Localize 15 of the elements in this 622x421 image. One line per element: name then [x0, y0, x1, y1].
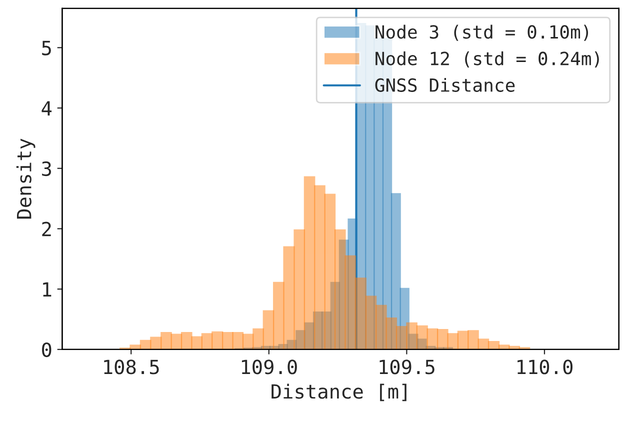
legend-label: Node 3 (std = 0.10m) [376, 24, 588, 41]
ref-line-label: GNSS Distance [375, 78, 515, 92]
y-tick-label: 4 [42, 101, 52, 116]
x-axis-title: Distance [m] [272, 384, 406, 402]
y-axis-title: Density [16, 138, 36, 219]
y-tick-label: 2 [42, 222, 51, 236]
x-tick-label: 108.5 [104, 360, 159, 374]
y-tick-label: 5 [42, 40, 51, 56]
y-tick-label: 1 [43, 282, 52, 297]
y-tick-label: 0 [42, 342, 52, 358]
x-tick-label: 109.5 [380, 360, 434, 374]
y-tick-label: 3 [42, 161, 52, 176]
x-tick-label: 109.0 [242, 360, 297, 374]
x-tick-label: 110.0 [518, 360, 572, 374]
legend-label: Node 12 (std = 0.24m) [376, 51, 599, 68]
